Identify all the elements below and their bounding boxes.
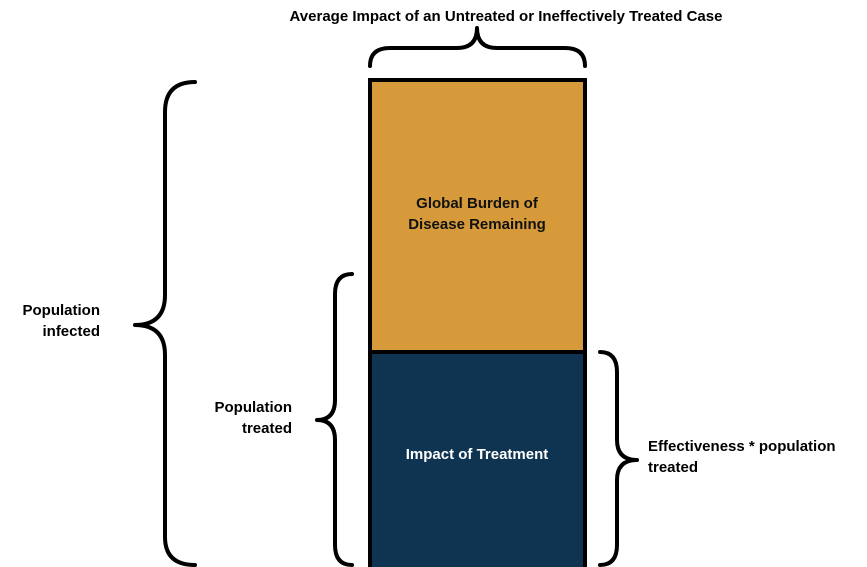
brace-label: Population: [215, 399, 293, 416]
brace-label: treated: [242, 420, 292, 437]
effectiveness-brace: [598, 350, 639, 567]
burden-box: [368, 78, 587, 354]
labels: Global Burden of Disease Remaining Impact …: [23, 195, 836, 476]
box-label: Impact of Treatment: [406, 446, 549, 463]
treated-brace: [315, 272, 354, 567]
infected-brace: [133, 80, 197, 567]
box-label: Global Burden of: [416, 195, 539, 212]
brace-label: Population: [23, 302, 101, 319]
brace-label: infected: [42, 323, 100, 340]
top-brace: [368, 26, 587, 68]
brace-label: Effectiveness * population: [648, 438, 836, 455]
box-label: Disease Remaining: [408, 216, 546, 233]
brace-label: treated: [648, 459, 698, 476]
title: Average Impact of an Untreated or Ineffe…: [290, 8, 723, 25]
treatment-box: [368, 350, 587, 567]
